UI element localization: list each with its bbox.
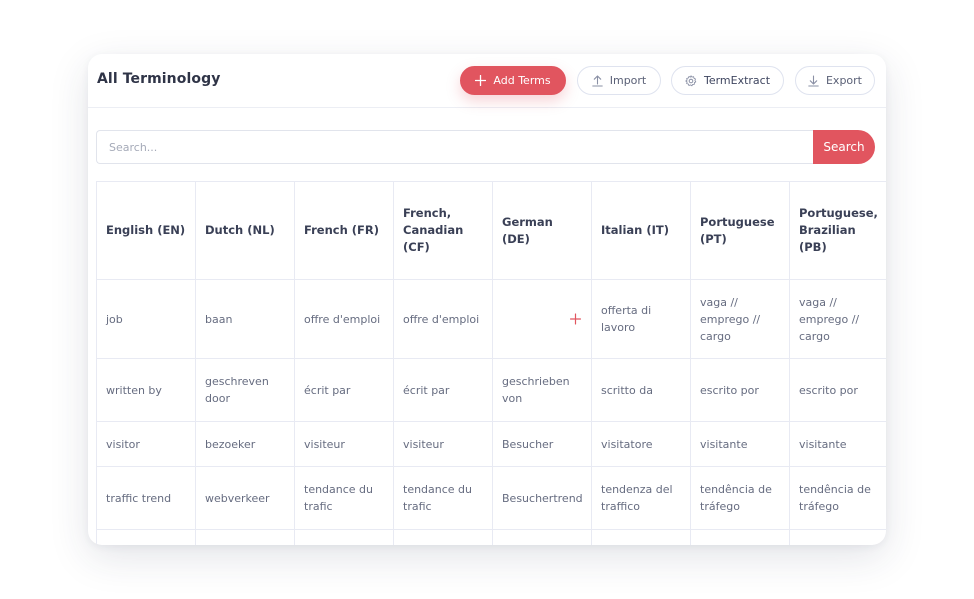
column-header-en[interactable]: English (EN)	[96, 181, 196, 280]
term-cell[interactable]: vaga // emprego // cargo	[690, 279, 790, 359]
download-icon	[808, 74, 819, 87]
upload-icon	[591, 74, 603, 87]
term-cell[interactable]	[492, 529, 592, 545]
column-header-nl[interactable]: Dutch (NL)	[195, 181, 295, 280]
column-header-fr[interactable]: French (FR)	[294, 181, 394, 280]
term-cell[interactable]: tendência de tráfego	[690, 466, 790, 530]
term-cell[interactable]: visitor	[96, 421, 196, 467]
term-cell[interactable]: tendenza del traffico	[591, 466, 691, 530]
term-cell-empty[interactable]	[492, 279, 592, 359]
term-cell[interactable]	[96, 529, 196, 545]
term-cell[interactable]: Besucher	[492, 421, 592, 467]
term-cell[interactable]: visiteur	[393, 421, 493, 467]
export-button[interactable]: Export	[795, 66, 875, 95]
term-cell[interactable]: tendência de tráfego	[789, 466, 886, 530]
plus-icon	[475, 75, 487, 86]
table-row: written by geschreven door écrit par écr…	[96, 358, 886, 422]
term-cell[interactable]	[393, 529, 493, 545]
column-header-de[interactable]: German (DE)	[492, 181, 592, 280]
term-cell[interactable]: tendance du trafic	[393, 466, 493, 530]
term-cell[interactable]: geschrieben von	[492, 358, 592, 422]
term-cell[interactable]	[591, 529, 691, 545]
column-header-it[interactable]: Italian (IT)	[591, 181, 691, 280]
term-cell[interactable]: webverkeer	[195, 466, 295, 530]
term-cell[interactable]: vaga // emprego // cargo	[789, 279, 886, 359]
term-cell[interactable]: scritto da	[591, 358, 691, 422]
term-cell[interactable]: visitante	[690, 421, 790, 467]
term-cell[interactable]: écrit par	[294, 358, 394, 422]
table-row: visitor bezoeker visiteur visiteur Besuc…	[96, 421, 886, 467]
term-cell[interactable]: job	[96, 279, 196, 359]
term-cell[interactable]: bezoeker	[195, 421, 295, 467]
import-label: Import	[609, 74, 647, 87]
term-cell[interactable]: geschreven door	[195, 358, 295, 422]
search-button[interactable]: Search	[813, 130, 875, 164]
term-cell[interactable]: offerta di lavoro	[591, 279, 691, 359]
add-terms-label: Add Terms	[493, 74, 551, 87]
search-bar: Search	[96, 130, 876, 164]
term-extract-label: TermExtract	[703, 74, 771, 87]
term-cell[interactable]: baan	[195, 279, 295, 359]
export-label: Export	[825, 74, 862, 87]
term-cell[interactable]: traffic trend	[96, 466, 196, 530]
term-cell[interactable]: visiteur	[294, 421, 394, 467]
table-row: job baan offre d'emploi offre d'emploi o…	[96, 279, 886, 359]
search-input[interactable]	[96, 130, 818, 164]
table-row	[96, 529, 886, 545]
plus-icon[interactable]	[570, 313, 581, 325]
table-header-row: English (EN) Dutch (NL) French (FR) Fren…	[96, 181, 886, 280]
term-cell[interactable]	[294, 529, 394, 545]
term-cell[interactable]: offre d'emploi	[393, 279, 493, 359]
terminology-card: All Terminology Add Terms Import TermExt…	[88, 54, 886, 545]
term-cell[interactable]: escrito por	[690, 358, 790, 422]
terminology-table: English (EN) Dutch (NL) French (FR) Fren…	[96, 181, 886, 545]
gear-icon	[685, 74, 697, 86]
column-header-pb[interactable]: Portuguese, Brazilian (PB)	[789, 181, 886, 280]
table-row: traffic trend webverkeer tendance du tra…	[96, 466, 886, 530]
column-header-pt[interactable]: Portuguese (PT)	[690, 181, 790, 280]
import-button[interactable]: Import	[577, 66, 661, 95]
term-cell[interactable]	[690, 529, 790, 545]
page-title: All Terminology	[97, 71, 221, 87]
term-cell[interactable]: written by	[96, 358, 196, 422]
term-extract-button[interactable]: TermExtract	[671, 66, 784, 95]
term-cell[interactable]: visitante	[789, 421, 886, 467]
term-cell[interactable]	[789, 529, 886, 545]
term-cell[interactable]: offre d'emploi	[294, 279, 394, 359]
term-cell[interactable]: tendance du trafic	[294, 466, 394, 530]
column-header-cf[interactable]: French, Canadian (CF)	[393, 181, 493, 280]
term-cell[interactable]: Besuchertrend	[492, 466, 592, 530]
card-header: All Terminology Add Terms Import TermExt…	[88, 54, 886, 108]
term-cell[interactable]: visitatore	[591, 421, 691, 467]
term-cell[interactable]	[195, 529, 295, 545]
terminology-table-container[interactable]: English (EN) Dutch (NL) French (FR) Fren…	[96, 181, 886, 545]
add-terms-button[interactable]: Add Terms	[460, 66, 566, 95]
term-cell[interactable]: écrit par	[393, 358, 493, 422]
term-cell[interactable]: escrito por	[789, 358, 886, 422]
